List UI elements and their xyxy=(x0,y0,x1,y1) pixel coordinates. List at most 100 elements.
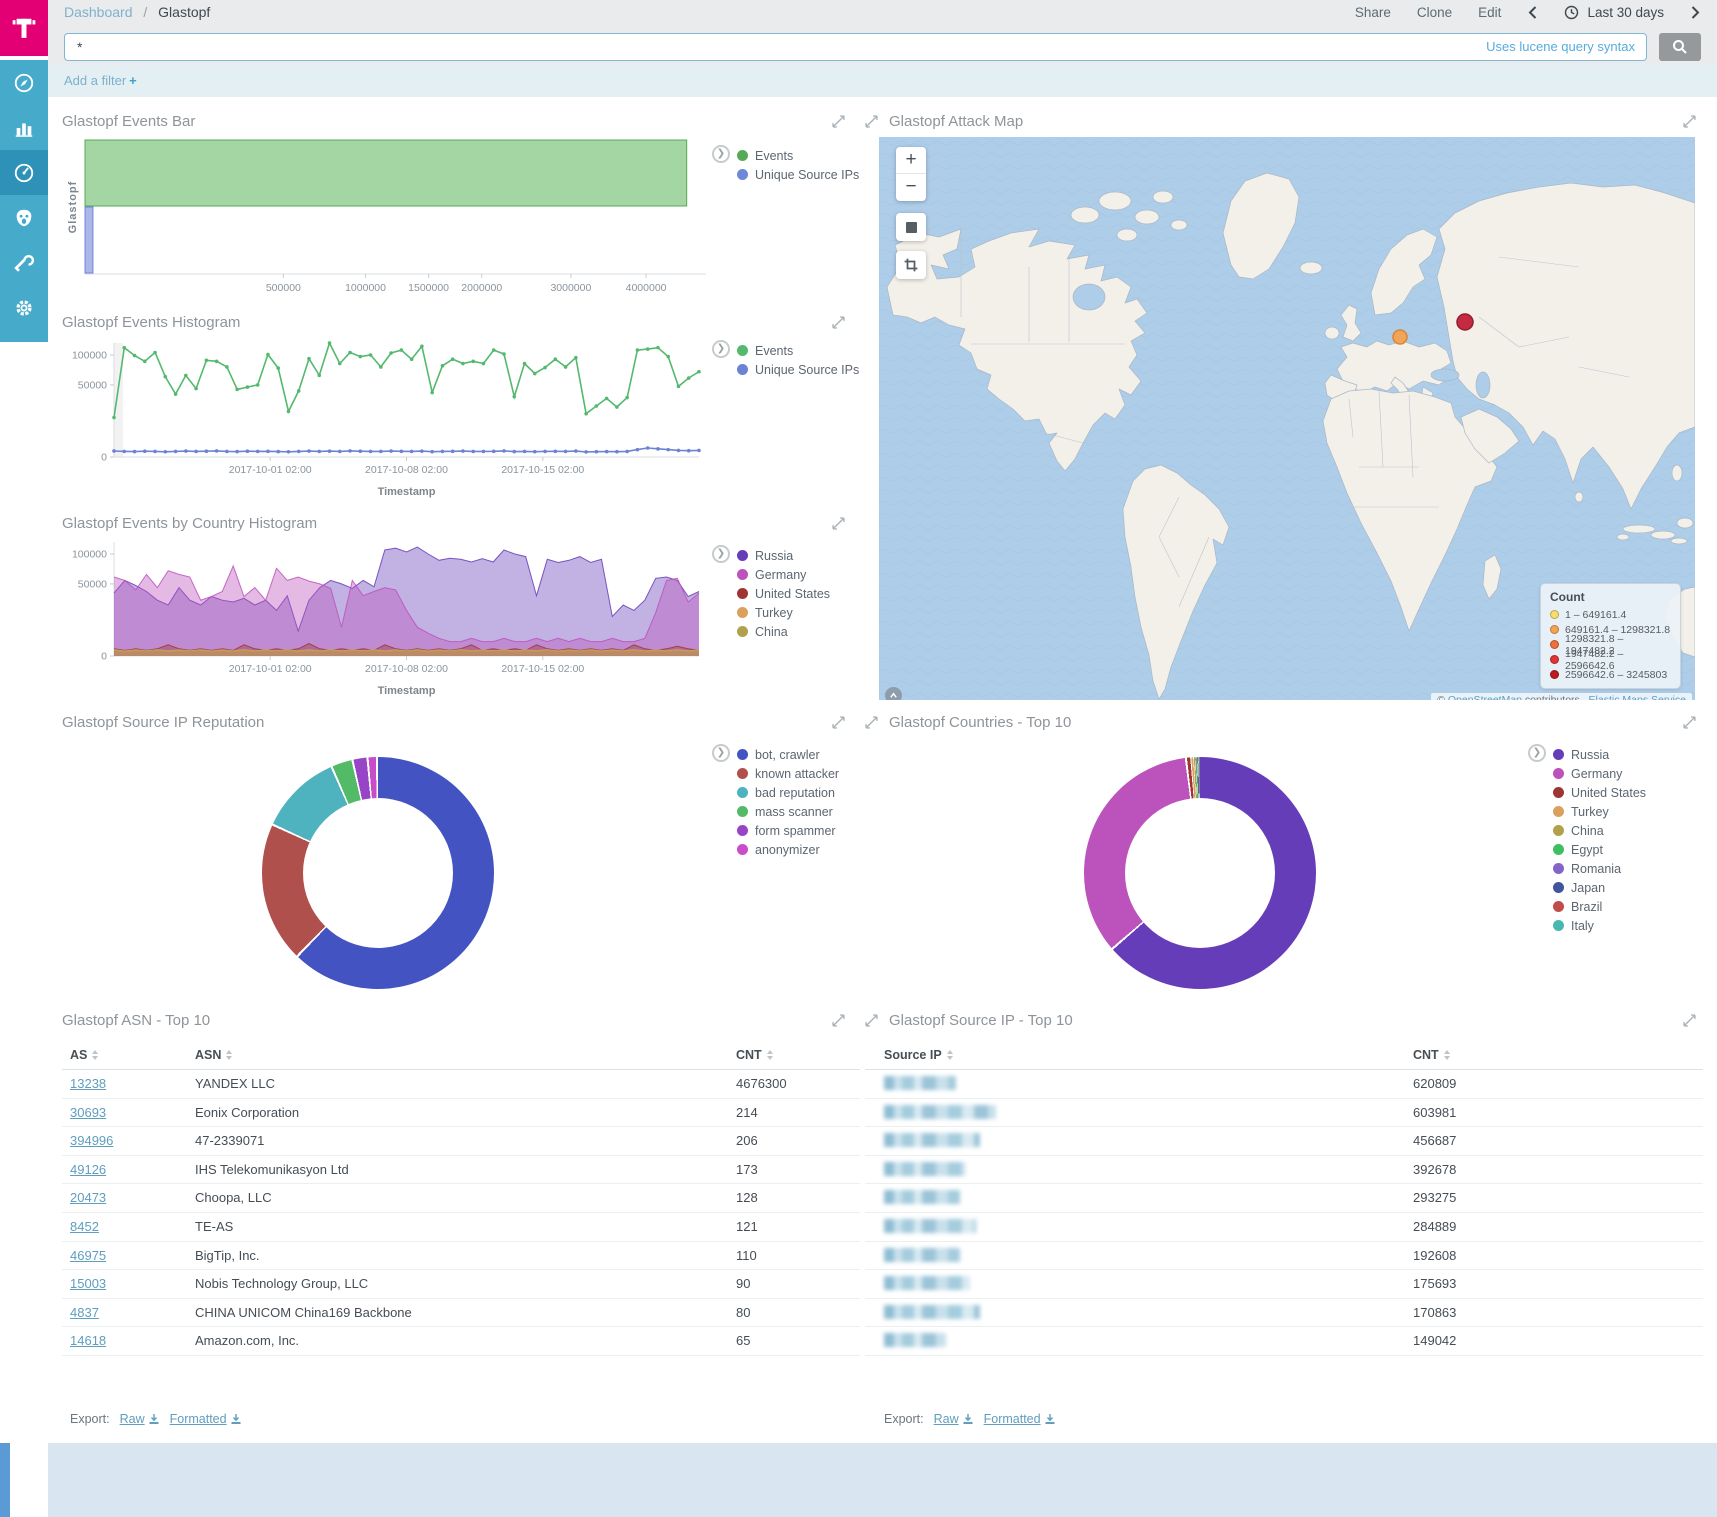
legend-item[interactable]: form spammer xyxy=(737,821,839,840)
column-header-cnt[interactable]: CNT xyxy=(736,1048,773,1062)
sidebar-item-dashboard[interactable] xyxy=(0,150,48,195)
sidebar-item-timelion[interactable] xyxy=(0,195,48,240)
zoom-in-button[interactable]: + xyxy=(896,147,926,174)
legend-item[interactable]: mass scanner xyxy=(737,802,839,821)
expand-panel-icon[interactable] xyxy=(832,316,845,334)
legend-item[interactable]: Egypt xyxy=(1553,840,1646,859)
legend-toggle-button[interactable]: ❯ xyxy=(712,545,730,563)
expand-panel-icon[interactable] xyxy=(832,517,845,535)
zoom-out-button[interactable]: − xyxy=(905,176,917,197)
legend-item[interactable]: 1947482.2 – 2596642.6 xyxy=(1550,648,1671,672)
reputation-donut-chart[interactable] xyxy=(262,757,494,989)
legend-item[interactable]: Germany xyxy=(737,565,830,584)
legend-dot-icon xyxy=(1553,844,1564,855)
expand-panel-icon[interactable] xyxy=(865,1014,878,1032)
expand-panel-icon[interactable] xyxy=(1683,115,1696,133)
time-back-button[interactable] xyxy=(1527,5,1538,20)
legend-item[interactable]: Turkey xyxy=(737,603,830,622)
expand-panel-icon[interactable] xyxy=(832,115,845,133)
export-formatted-link[interactable]: Formatted xyxy=(170,1412,242,1426)
as-number-link[interactable]: 20473 xyxy=(70,1190,107,1206)
as-number-link[interactable]: 49126 xyxy=(70,1161,107,1177)
as-number-link[interactable]: 4837 xyxy=(70,1304,99,1320)
table-row: 149042 xyxy=(865,1327,1703,1356)
search-button[interactable] xyxy=(1659,33,1701,61)
as-number-link[interactable]: 15003 xyxy=(70,1276,107,1292)
sidebar-item-visualize[interactable] xyxy=(0,105,48,150)
legend-item[interactable]: Japan xyxy=(1553,878,1646,897)
legend-item[interactable]: Turkey xyxy=(1553,802,1646,821)
legend-item[interactable]: 1 – 649161.4 xyxy=(1550,607,1671,622)
as-number-link[interactable]: 13238 xyxy=(70,1076,107,1091)
legend-item[interactable]: Unique Source IPs xyxy=(737,165,859,184)
expand-panel-icon[interactable] xyxy=(865,115,878,133)
legend-dot-icon xyxy=(1553,920,1564,931)
add-filter-button[interactable]: Add a filter + xyxy=(64,73,137,88)
legend-toggle-button[interactable]: ❯ xyxy=(712,340,730,358)
legend-item[interactable]: United States xyxy=(1553,783,1646,802)
attribution-toggle-button[interactable] xyxy=(885,687,902,704)
legend-item[interactable]: Brazil xyxy=(1553,897,1646,916)
legend-item[interactable]: anonymizer xyxy=(737,840,839,859)
as-number-link[interactable]: 14618 xyxy=(70,1333,107,1349)
legend-item[interactable]: Events xyxy=(737,341,859,360)
legend-item[interactable]: United States xyxy=(737,584,830,603)
legend-item[interactable]: 649161.4 – 1298321.8 xyxy=(1550,622,1671,637)
fit-bounds-button[interactable] xyxy=(896,213,926,241)
legend-item[interactable]: 2596642.6 – 3245803 xyxy=(1550,667,1671,682)
legend-toggle-button[interactable]: ❯ xyxy=(712,744,730,762)
draw-filter-button[interactable] xyxy=(896,251,926,279)
map-marker-central-europe[interactable] xyxy=(1392,329,1408,345)
attack-map[interactable]: + − Count 1 – 649161.4 649161.4 – 1298321… xyxy=(879,137,1695,710)
expand-panel-icon[interactable] xyxy=(832,1014,845,1032)
as-number-link[interactable]: 30693 xyxy=(70,1104,107,1120)
clone-button[interactable]: Clone xyxy=(1416,5,1453,20)
legend-item[interactable]: Italy xyxy=(1553,916,1646,935)
bar-Unique Source IPs[interactable] xyxy=(84,206,94,274)
as-number-link[interactable]: 394996 xyxy=(70,1133,114,1149)
expand-panel-icon[interactable] xyxy=(865,716,878,734)
legend-item[interactable]: China xyxy=(1553,821,1646,840)
expand-panel-icon[interactable] xyxy=(1683,716,1696,734)
legend-item[interactable]: bad reputation xyxy=(737,783,839,802)
expand-panel-icon[interactable] xyxy=(832,716,845,734)
as-number-link[interactable]: 8452 xyxy=(70,1218,99,1234)
legend-item[interactable]: Events xyxy=(737,146,859,165)
column-header-asn[interactable]: ASN xyxy=(195,1048,233,1062)
as-number-link[interactable]: 46975 xyxy=(70,1247,107,1263)
legend-item[interactable]: known attacker xyxy=(737,764,839,783)
countries-donut-chart[interactable] xyxy=(1084,757,1316,989)
column-header-source-ip[interactable]: Source IP xyxy=(884,1048,953,1062)
legend-item[interactable]: bot, crawler xyxy=(737,745,839,764)
legend-item[interactable]: Unique Source IPs xyxy=(737,360,859,379)
export-formatted-link[interactable]: Formatted xyxy=(984,1412,1056,1426)
breadcrumb-dashboard-link[interactable]: Dashboard xyxy=(64,4,133,20)
legend-toggle-button[interactable]: ❯ xyxy=(1528,744,1546,762)
sidebar-item-discover[interactable] xyxy=(0,60,48,105)
sidebar-item-dev-tools[interactable] xyxy=(0,240,48,285)
legend-item[interactable]: Romania xyxy=(1553,859,1646,878)
legend-item[interactable]: Germany xyxy=(1553,764,1646,783)
lucene-syntax-link[interactable]: Uses lucene query syntax xyxy=(1486,39,1635,54)
legend-item[interactable]: Russia xyxy=(737,546,830,565)
time-range-picker[interactable]: Last 30 days xyxy=(1564,5,1664,20)
telekom-logo[interactable] xyxy=(0,0,48,56)
bar-Events[interactable] xyxy=(84,139,688,207)
query-input[interactable] xyxy=(64,33,1647,61)
legend-label: Romania xyxy=(1571,861,1622,876)
column-header-cnt[interactable]: CNT xyxy=(1413,1048,1450,1062)
legend-item[interactable]: Russia xyxy=(1553,745,1646,764)
panel-title: Glastopf Events Bar xyxy=(62,113,196,130)
column-header-as[interactable]: AS xyxy=(70,1048,99,1062)
map-marker-russia[interactable] xyxy=(1456,313,1474,331)
legend-item[interactable]: China xyxy=(737,622,830,641)
edit-button[interactable]: Edit xyxy=(1478,5,1502,20)
export-raw-link[interactable]: Raw xyxy=(934,1412,974,1426)
sidebar-item-management[interactable] xyxy=(0,285,48,330)
export-raw-link[interactable]: Raw xyxy=(120,1412,160,1426)
expand-panel-icon[interactable] xyxy=(1683,1014,1696,1032)
legend-item[interactable]: 1298321.8 – 1947482.2 xyxy=(1550,633,1671,657)
legend-toggle-button[interactable]: ❯ xyxy=(712,145,730,163)
time-forward-button[interactable] xyxy=(1690,5,1701,20)
share-button[interactable]: Share xyxy=(1354,5,1391,20)
